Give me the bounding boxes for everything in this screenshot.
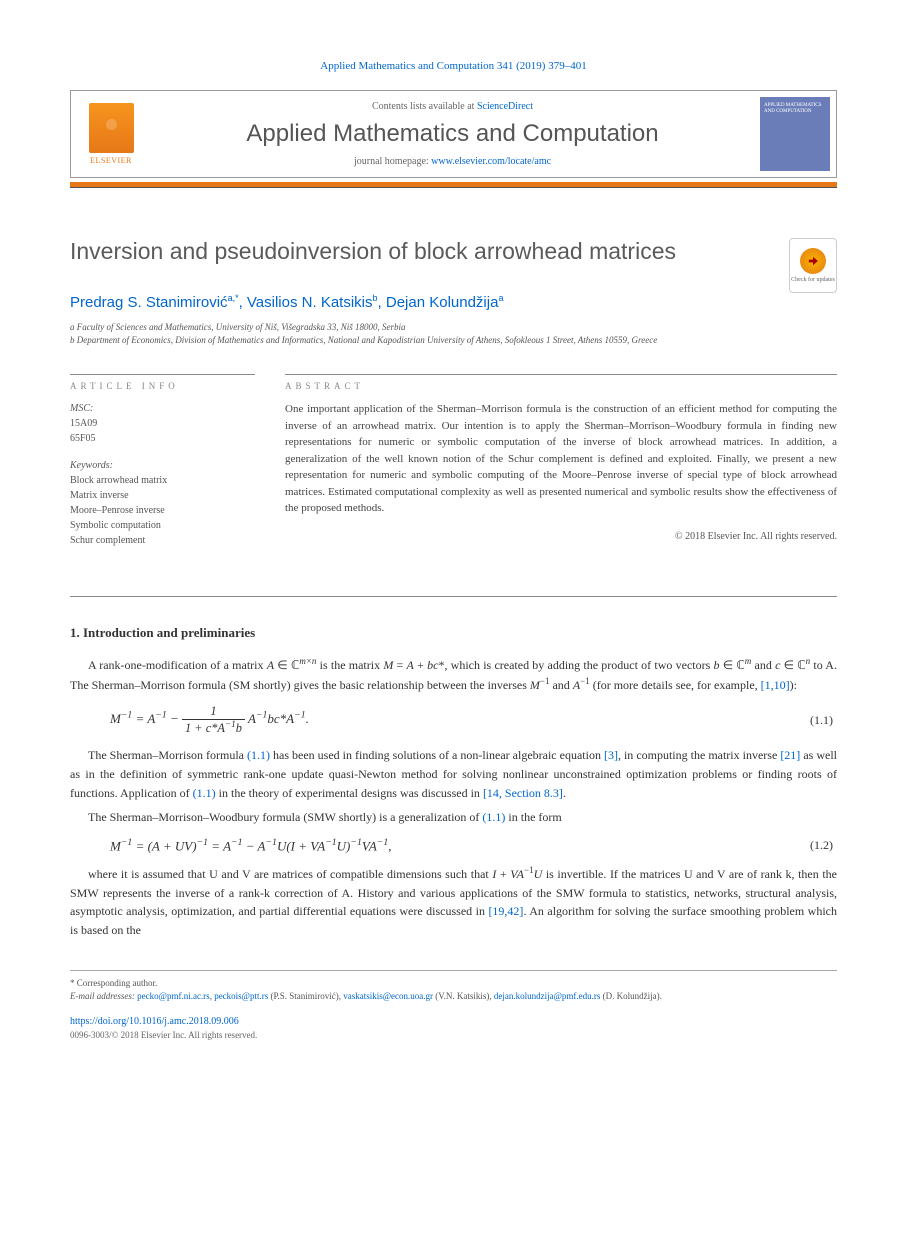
eq12-num: (1.2) xyxy=(810,838,837,853)
p2-t5: in the theory of experimental designs wa… xyxy=(216,786,483,800)
msc-1: 65F05 xyxy=(70,433,96,444)
p2-t1: The Sherman–Morrison formula xyxy=(88,748,247,762)
p4-c1[interactable]: [19,42] xyxy=(488,904,523,918)
email-2-who: (V.N. Katsikis), xyxy=(433,991,494,1001)
p2-t2: has been used in finding solutions of a … xyxy=(270,748,604,762)
footnotes: * Corresponding author. E-mail addresses… xyxy=(70,970,837,1043)
kw-1: Matrix inverse xyxy=(70,490,129,501)
kw-2: Moore–Penrose inverse xyxy=(70,505,165,516)
eq12-body: M−1 = (A + UV)−1 = A−1 − A−1U(I + VA−1U)… xyxy=(110,837,391,854)
p3-t1: The Sherman–Morrison–Woodbury formula (S… xyxy=(88,810,482,824)
p2-c1[interactable]: (1.1) xyxy=(247,748,270,762)
affiliation-a: a Faculty of Sciences and Mathematics, U… xyxy=(70,321,837,334)
email-0[interactable]: pecko@pmf.ni.ac.rs xyxy=(137,991,210,1001)
abstract-text: One important application of the Sherman… xyxy=(285,401,837,517)
para-1: A rank-one-modification of a matrix A ∈ … xyxy=(70,655,837,694)
eq11-num: (1.1) xyxy=(810,713,837,728)
msc-block: MSC: 15A09 65F05 xyxy=(70,401,255,446)
contents-available: Contents lists available at ScienceDirec… xyxy=(156,101,749,112)
p1-t1: A rank-one-modification of a matrix xyxy=(88,658,267,672)
header-center: Contents lists available at ScienceDirec… xyxy=(151,91,754,177)
affiliation-b: b Department of Economics, Division of M… xyxy=(70,334,837,347)
corresponding-note: * Corresponding author. xyxy=(70,977,837,991)
info-abstract-row: ARTICLE INFO MSC: 15A09 65F05 Keywords: … xyxy=(70,374,837,560)
email-line: E-mail addresses: pecko@pmf.ni.ac.rs, pe… xyxy=(70,990,837,1004)
para-3: The Sherman–Morrison–Woodbury formula (S… xyxy=(70,808,837,827)
journal-cover-thumbnail: APPLIED MATHEMATICS AND COMPUTATION xyxy=(760,97,830,171)
equation-1-2: M−1 = (A + UV)−1 = A−1 − A−1U(I + VA−1U)… xyxy=(110,837,837,854)
keywords-block: Keywords: Block arrowhead matrix Matrix … xyxy=(70,458,255,548)
title-row: Inversion and pseudoinversion of block a… xyxy=(70,238,837,293)
elsevier-tree-icon xyxy=(89,103,134,153)
article-title: Inversion and pseudoinversion of block a… xyxy=(70,238,676,265)
msc-label: MSC: xyxy=(70,403,93,414)
kw-4: Schur complement xyxy=(70,535,145,546)
divider-mid xyxy=(70,596,837,597)
homepage-line: journal homepage: www.elsevier.com/locat… xyxy=(156,156,749,167)
keywords-label: Keywords: xyxy=(70,460,113,471)
p3-t2: in the form xyxy=(505,810,561,824)
email-1-who: (P.S. Stanimirović), xyxy=(268,991,343,1001)
p2-c5[interactable]: [14, Section 8.3] xyxy=(483,786,563,800)
homepage-prefix: journal homepage: xyxy=(354,156,431,167)
elsevier-logo: ELSEVIER xyxy=(71,91,151,177)
abstract-copyright: © 2018 Elsevier Inc. All rights reserved… xyxy=(285,531,837,542)
msc-0: 15A09 xyxy=(70,418,97,429)
affiliations: a Faculty of Sciences and Mathematics, U… xyxy=(70,321,837,346)
journal-reference: Applied Mathematics and Computation 341 … xyxy=(70,60,837,72)
doi-link[interactable]: https://doi.org/10.1016/j.amc.2018.09.00… xyxy=(70,1014,837,1029)
abstract-head: ABSTRACT xyxy=(285,374,837,391)
journal-name: Applied Mathematics and Computation xyxy=(156,120,749,148)
p3-c1[interactable]: (1.1) xyxy=(482,810,505,824)
p2-c2[interactable]: [3] xyxy=(604,748,618,762)
elsevier-label: ELSEVIER xyxy=(90,156,132,165)
info-head: ARTICLE INFO xyxy=(70,374,255,391)
abstract-column: ABSTRACT One important application of th… xyxy=(285,374,837,560)
cover-text: APPLIED MATHEMATICS AND COMPUTATION xyxy=(764,103,826,115)
email-2[interactable]: vaskatsikis@econ.uoa.gr xyxy=(343,991,433,1001)
issn-copyright: 0096-3003/© 2018 Elsevier Inc. All right… xyxy=(70,1029,837,1043)
header-underline xyxy=(70,182,837,188)
kw-0: Block arrowhead matrix xyxy=(70,475,167,486)
check-updates-badge[interactable]: Check for updates xyxy=(789,238,837,293)
eq11-body: M−1 = A−1 − 11 + c*A−1b A−1bc*A−1. xyxy=(110,704,309,736)
email-3-who: (D. Kolundžija). xyxy=(600,991,661,1001)
updates-circle-icon xyxy=(800,248,826,274)
sciencedirect-link[interactable]: ScienceDirect xyxy=(477,101,533,112)
kw-3: Symbolic computation xyxy=(70,520,161,531)
updates-label: Check for updates xyxy=(791,277,835,283)
doi-anchor[interactable]: https://doi.org/10.1016/j.amc.2018.09.00… xyxy=(70,1016,239,1027)
authors: Predrag S. Stanimirovića,*, Vasilios N. … xyxy=(70,293,837,311)
section-1-heading: 1. Introduction and preliminaries xyxy=(70,625,837,641)
contents-prefix: Contents lists available at xyxy=(372,101,477,112)
p4-t1: where it is assumed that U and V are mat… xyxy=(88,867,492,881)
p1-t2: is the matrix xyxy=(316,658,383,672)
p1-t4: and xyxy=(751,658,775,672)
para-4: where it is assumed that U and V are mat… xyxy=(70,864,837,939)
p1-cite[interactable]: [1,10] xyxy=(761,678,790,692)
article-info-column: ARTICLE INFO MSC: 15A09 65F05 Keywords: … xyxy=(70,374,255,560)
email-1[interactable]: peckois@ptt.rs xyxy=(214,991,268,1001)
p1-t7: (for more details see, for example, xyxy=(590,678,761,692)
page-container: Applied Mathematics and Computation 341 … xyxy=(0,0,907,1082)
journal-header: ELSEVIER Contents lists available at Sci… xyxy=(70,90,837,178)
equation-1-1: M−1 = A−1 − 11 + c*A−1b A−1bc*A−1. (1.1) xyxy=(110,704,837,736)
email-label: E-mail addresses: xyxy=(70,991,137,1001)
p2-t3: , in computing the matrix inverse xyxy=(618,748,780,762)
p1-t8: ): xyxy=(790,678,797,692)
p2-c3[interactable]: [21] xyxy=(780,748,800,762)
email-3[interactable]: dejan.kolundzija@pmf.edu.rs xyxy=(494,991,601,1001)
p2-c4[interactable]: (1.1) xyxy=(193,786,216,800)
para-2: The Sherman–Morrison formula (1.1) has b… xyxy=(70,746,837,802)
p1-t6: and xyxy=(549,678,572,692)
p2-t6: . xyxy=(563,786,566,800)
homepage-link[interactable]: www.elsevier.com/locate/amc xyxy=(431,156,551,167)
p1-t3: , which is created by adding the product… xyxy=(444,658,713,672)
